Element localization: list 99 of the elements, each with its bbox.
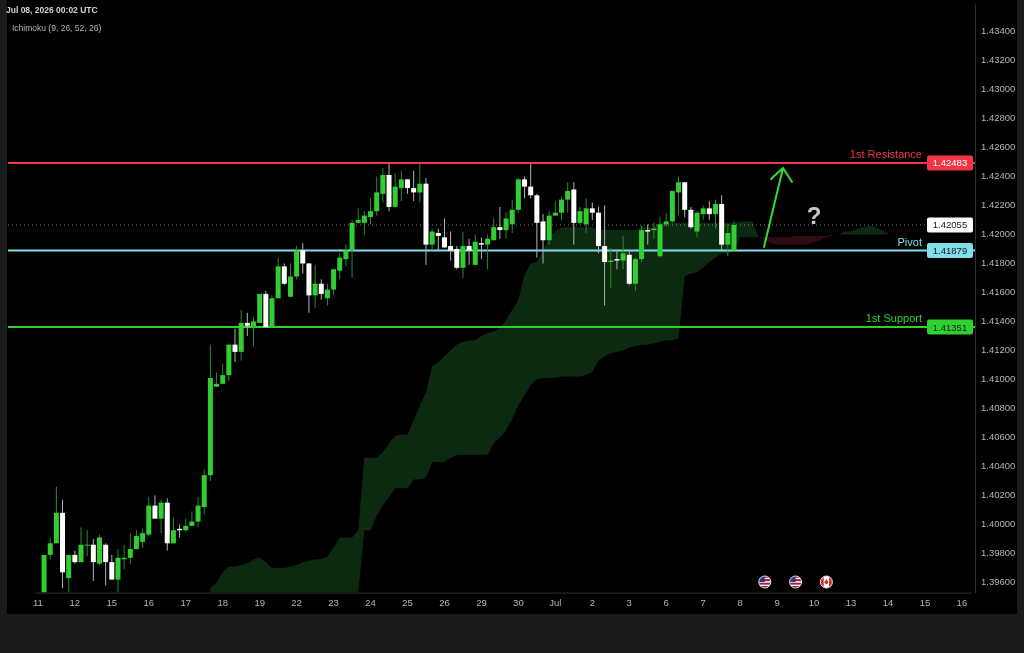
candlestick bbox=[411, 170, 417, 202]
candlestick bbox=[620, 235, 626, 270]
ref-line-label: Pivot bbox=[897, 235, 922, 248]
x-tick-label: Jul bbox=[549, 597, 562, 609]
x-tick-label: 26 bbox=[439, 597, 450, 609]
y-tick-label: 1.39800 bbox=[981, 546, 1016, 558]
x-tick-label: 18 bbox=[217, 597, 228, 609]
candlestick bbox=[645, 223, 651, 246]
candlestick bbox=[602, 204, 608, 306]
candlestick bbox=[706, 200, 712, 221]
candlestick bbox=[417, 162, 423, 204]
y-tick-label: 1.40200 bbox=[981, 488, 1016, 500]
candlestick bbox=[312, 264, 318, 309]
x-tick-label: 12 bbox=[69, 597, 81, 609]
candlestick bbox=[583, 197, 589, 234]
candlestick bbox=[478, 236, 484, 260]
candlestick bbox=[158, 499, 164, 534]
x-tick-label: 6 bbox=[663, 597, 669, 609]
candlestick bbox=[466, 238, 472, 266]
y-tick-label: 1.42200 bbox=[981, 198, 1016, 210]
x-tick-label: 10 bbox=[808, 597, 820, 609]
y-tick-label: 1.41000 bbox=[981, 372, 1016, 384]
candlestick bbox=[324, 283, 330, 306]
x-tick-label: 30 bbox=[513, 597, 524, 609]
annotation: 1.42055 bbox=[932, 219, 968, 231]
x-tick-label: 15 bbox=[106, 597, 118, 609]
candlestick bbox=[47, 537, 53, 560]
candlestick bbox=[565, 181, 571, 214]
candlestick bbox=[460, 231, 466, 279]
y-tick-label: 1.42600 bbox=[981, 140, 1016, 152]
candlestick bbox=[688, 206, 694, 230]
y-tick-label: 1.40600 bbox=[981, 430, 1016, 442]
candlestick bbox=[528, 162, 534, 199]
x-tick-label: 16 bbox=[143, 597, 155, 609]
annotation: 1.42483 bbox=[932, 157, 968, 169]
candlestick bbox=[713, 199, 718, 230]
y-tick-label: 1.43400 bbox=[981, 24, 1016, 36]
x-tick-label: 7 bbox=[700, 597, 706, 609]
annotation: ? bbox=[806, 202, 822, 229]
x-tick-label: 11 bbox=[32, 597, 43, 609]
candlestick bbox=[300, 242, 306, 275]
annotation: Jul 08, 2026 00:02 UTC bbox=[6, 5, 98, 15]
annotation: Ichimoku (9, 26, 52, 26) bbox=[12, 23, 102, 33]
candlestick bbox=[90, 538, 96, 582]
candlestick bbox=[152, 494, 158, 520]
x-tick-label: 24 bbox=[365, 597, 376, 609]
candlestick bbox=[127, 532, 133, 565]
annotation: 1.41351 bbox=[932, 321, 968, 333]
y-tick-label: 1.43200 bbox=[981, 53, 1016, 65]
candlestick bbox=[614, 251, 620, 270]
candlestick bbox=[170, 516, 176, 544]
x-tick-label: 14 bbox=[882, 597, 894, 609]
candlestick bbox=[232, 328, 238, 363]
y-tick-label: 1.42800 bbox=[981, 111, 1016, 123]
ref-line-label: 1st Support bbox=[865, 312, 922, 325]
y-tick-label: 1.41600 bbox=[981, 285, 1016, 297]
y-tick-label: 1.41800 bbox=[981, 256, 1016, 268]
candlestick bbox=[72, 550, 78, 565]
x-tick-label: 3 bbox=[626, 597, 632, 609]
y-tick-label: 1.40800 bbox=[981, 401, 1016, 413]
x-tick-label: 16 bbox=[956, 597, 968, 609]
candlestick bbox=[189, 510, 195, 527]
y-tick-label: 1.43000 bbox=[981, 82, 1016, 94]
candlestick bbox=[103, 542, 109, 586]
candlestick bbox=[472, 233, 478, 266]
x-tick-label: 13 bbox=[845, 597, 857, 609]
candlestick bbox=[318, 278, 324, 301]
x-tick-label: 25 bbox=[402, 597, 413, 609]
x-tick-label: 23 bbox=[328, 597, 339, 609]
x-tick-label: 29 bbox=[476, 597, 487, 609]
x-tick-label: 19 bbox=[254, 597, 265, 609]
candlestick bbox=[429, 228, 435, 251]
candlestick bbox=[522, 175, 528, 199]
y-tick-label: 1.40000 bbox=[981, 517, 1016, 529]
candlestick bbox=[497, 206, 503, 240]
x-tick-label: 22 bbox=[291, 597, 302, 609]
candlestick bbox=[287, 262, 293, 298]
candlestick bbox=[559, 196, 564, 221]
y-tick-label: 1.41200 bbox=[981, 343, 1016, 355]
annotation: 1.41879 bbox=[932, 244, 968, 256]
y-tick-label: 1.40400 bbox=[981, 459, 1016, 471]
candlestick bbox=[109, 554, 115, 581]
candlestick bbox=[540, 213, 546, 264]
candlestick bbox=[66, 554, 72, 593]
y-tick-label: 1.39600 bbox=[981, 575, 1016, 587]
candlestick bbox=[220, 363, 226, 385]
ref-line-label: 1st Resistance bbox=[849, 147, 922, 160]
y-tick-label: 1.41400 bbox=[981, 314, 1016, 326]
x-tick-label: 15 bbox=[919, 597, 931, 609]
y-tick-label: 1.42400 bbox=[981, 169, 1016, 181]
x-tick-label: 2 bbox=[589, 597, 595, 609]
x-tick-label: 8 bbox=[737, 597, 743, 609]
y-tick-label: 1.42000 bbox=[981, 227, 1016, 239]
candlestick bbox=[281, 262, 287, 286]
candlestick bbox=[115, 548, 121, 593]
x-tick-label: 9 bbox=[774, 597, 780, 609]
candlestick bbox=[435, 228, 441, 251]
candlestick bbox=[244, 312, 250, 337]
x-tick-label: 17 bbox=[180, 597, 192, 609]
